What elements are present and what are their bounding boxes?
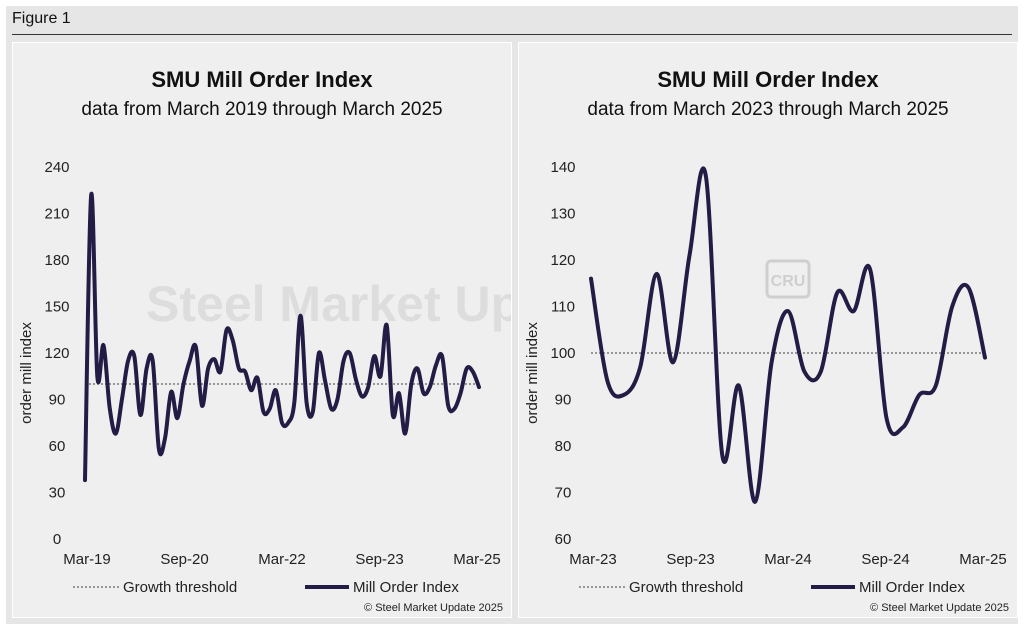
y-tick-label: 120 bbox=[44, 345, 69, 362]
x-tick-label: Mar-19 bbox=[63, 551, 111, 568]
y-tick-label: 90 bbox=[49, 392, 66, 409]
x-tick-label: Sep-24 bbox=[861, 551, 909, 568]
watermark-text: Steel Market Update bbox=[146, 276, 511, 332]
chart-subtitle: data from March 2023 through March 2025 bbox=[587, 99, 948, 120]
chart-subtitle: data from March 2019 through March 2025 bbox=[81, 99, 442, 120]
y-tick-label: 0 bbox=[53, 531, 61, 548]
x-tick-label: Mar-23 bbox=[569, 551, 617, 568]
y-tick-label: 240 bbox=[44, 159, 69, 176]
x-tick-label: Sep-23 bbox=[666, 551, 714, 568]
x-tick-label: Mar-24 bbox=[764, 551, 812, 568]
y-tick-label: 140 bbox=[550, 159, 575, 176]
y-tick-label: 60 bbox=[49, 438, 66, 455]
y-tick-label: 120 bbox=[550, 252, 575, 269]
x-tick-label: Sep-20 bbox=[160, 551, 208, 568]
legend-threshold-label: Growth threshold bbox=[629, 579, 743, 596]
x-tick-label: Mar-22 bbox=[258, 551, 306, 568]
chart-svg-left: Steel Market Update SMU Mill Order Index d… bbox=[18, 67, 511, 614]
y-axis-label: order mill index bbox=[524, 322, 541, 424]
watermark-logo-text: CRU bbox=[771, 273, 806, 290]
chart-title: SMU Mill Order Index bbox=[151, 67, 373, 92]
y-tick-label: 70 bbox=[555, 485, 572, 502]
y-tick-label: 150 bbox=[44, 299, 69, 316]
y-tick-label: 100 bbox=[550, 345, 575, 362]
chart-panel-left: Steel Market Update SMU Mill Order Index d… bbox=[12, 42, 512, 618]
chart-svg-right: CRU SMU Mill Order Index data from March 2… bbox=[524, 67, 1009, 614]
chart-panel-right: CRU SMU Mill Order Index data from March 2… bbox=[518, 42, 1018, 618]
legend-index-label: Mill Order Index bbox=[353, 579, 459, 596]
y-tick-label: 210 bbox=[44, 206, 69, 223]
y-tick-label: 130 bbox=[550, 206, 575, 223]
y-tick-label: 90 bbox=[555, 392, 572, 409]
series-line-mill-order-index bbox=[83, 191, 481, 483]
series-line-mill-order-index bbox=[589, 166, 987, 504]
x-tick-label: Sep-23 bbox=[355, 551, 403, 568]
legend-index-label: Mill Order Index bbox=[859, 579, 965, 596]
figure-frame: Figure 1 Steel Market Update SMU Mill Ord… bbox=[6, 6, 1018, 624]
legend-threshold-label: Growth threshold bbox=[123, 579, 237, 596]
watermark-logo-box bbox=[765, 259, 811, 299]
copyright-text: © Steel Market Update 2025 bbox=[870, 602, 1009, 614]
y-axis-label: order mill index bbox=[18, 322, 35, 424]
copyright-text: © Steel Market Update 2025 bbox=[364, 602, 503, 614]
figure-rule bbox=[12, 34, 1012, 35]
x-tick-label: Mar-25 bbox=[453, 551, 501, 568]
y-tick-label: 110 bbox=[551, 299, 575, 316]
y-tick-label: 60 bbox=[555, 531, 572, 548]
y-tick-label: 30 bbox=[49, 485, 66, 502]
figure-label: Figure 1 bbox=[12, 10, 71, 27]
chart-title: SMU Mill Order Index bbox=[657, 67, 879, 92]
x-tick-label: Mar-25 bbox=[959, 551, 1007, 568]
y-tick-label: 180 bbox=[44, 252, 69, 269]
y-tick-label: 80 bbox=[555, 438, 572, 455]
